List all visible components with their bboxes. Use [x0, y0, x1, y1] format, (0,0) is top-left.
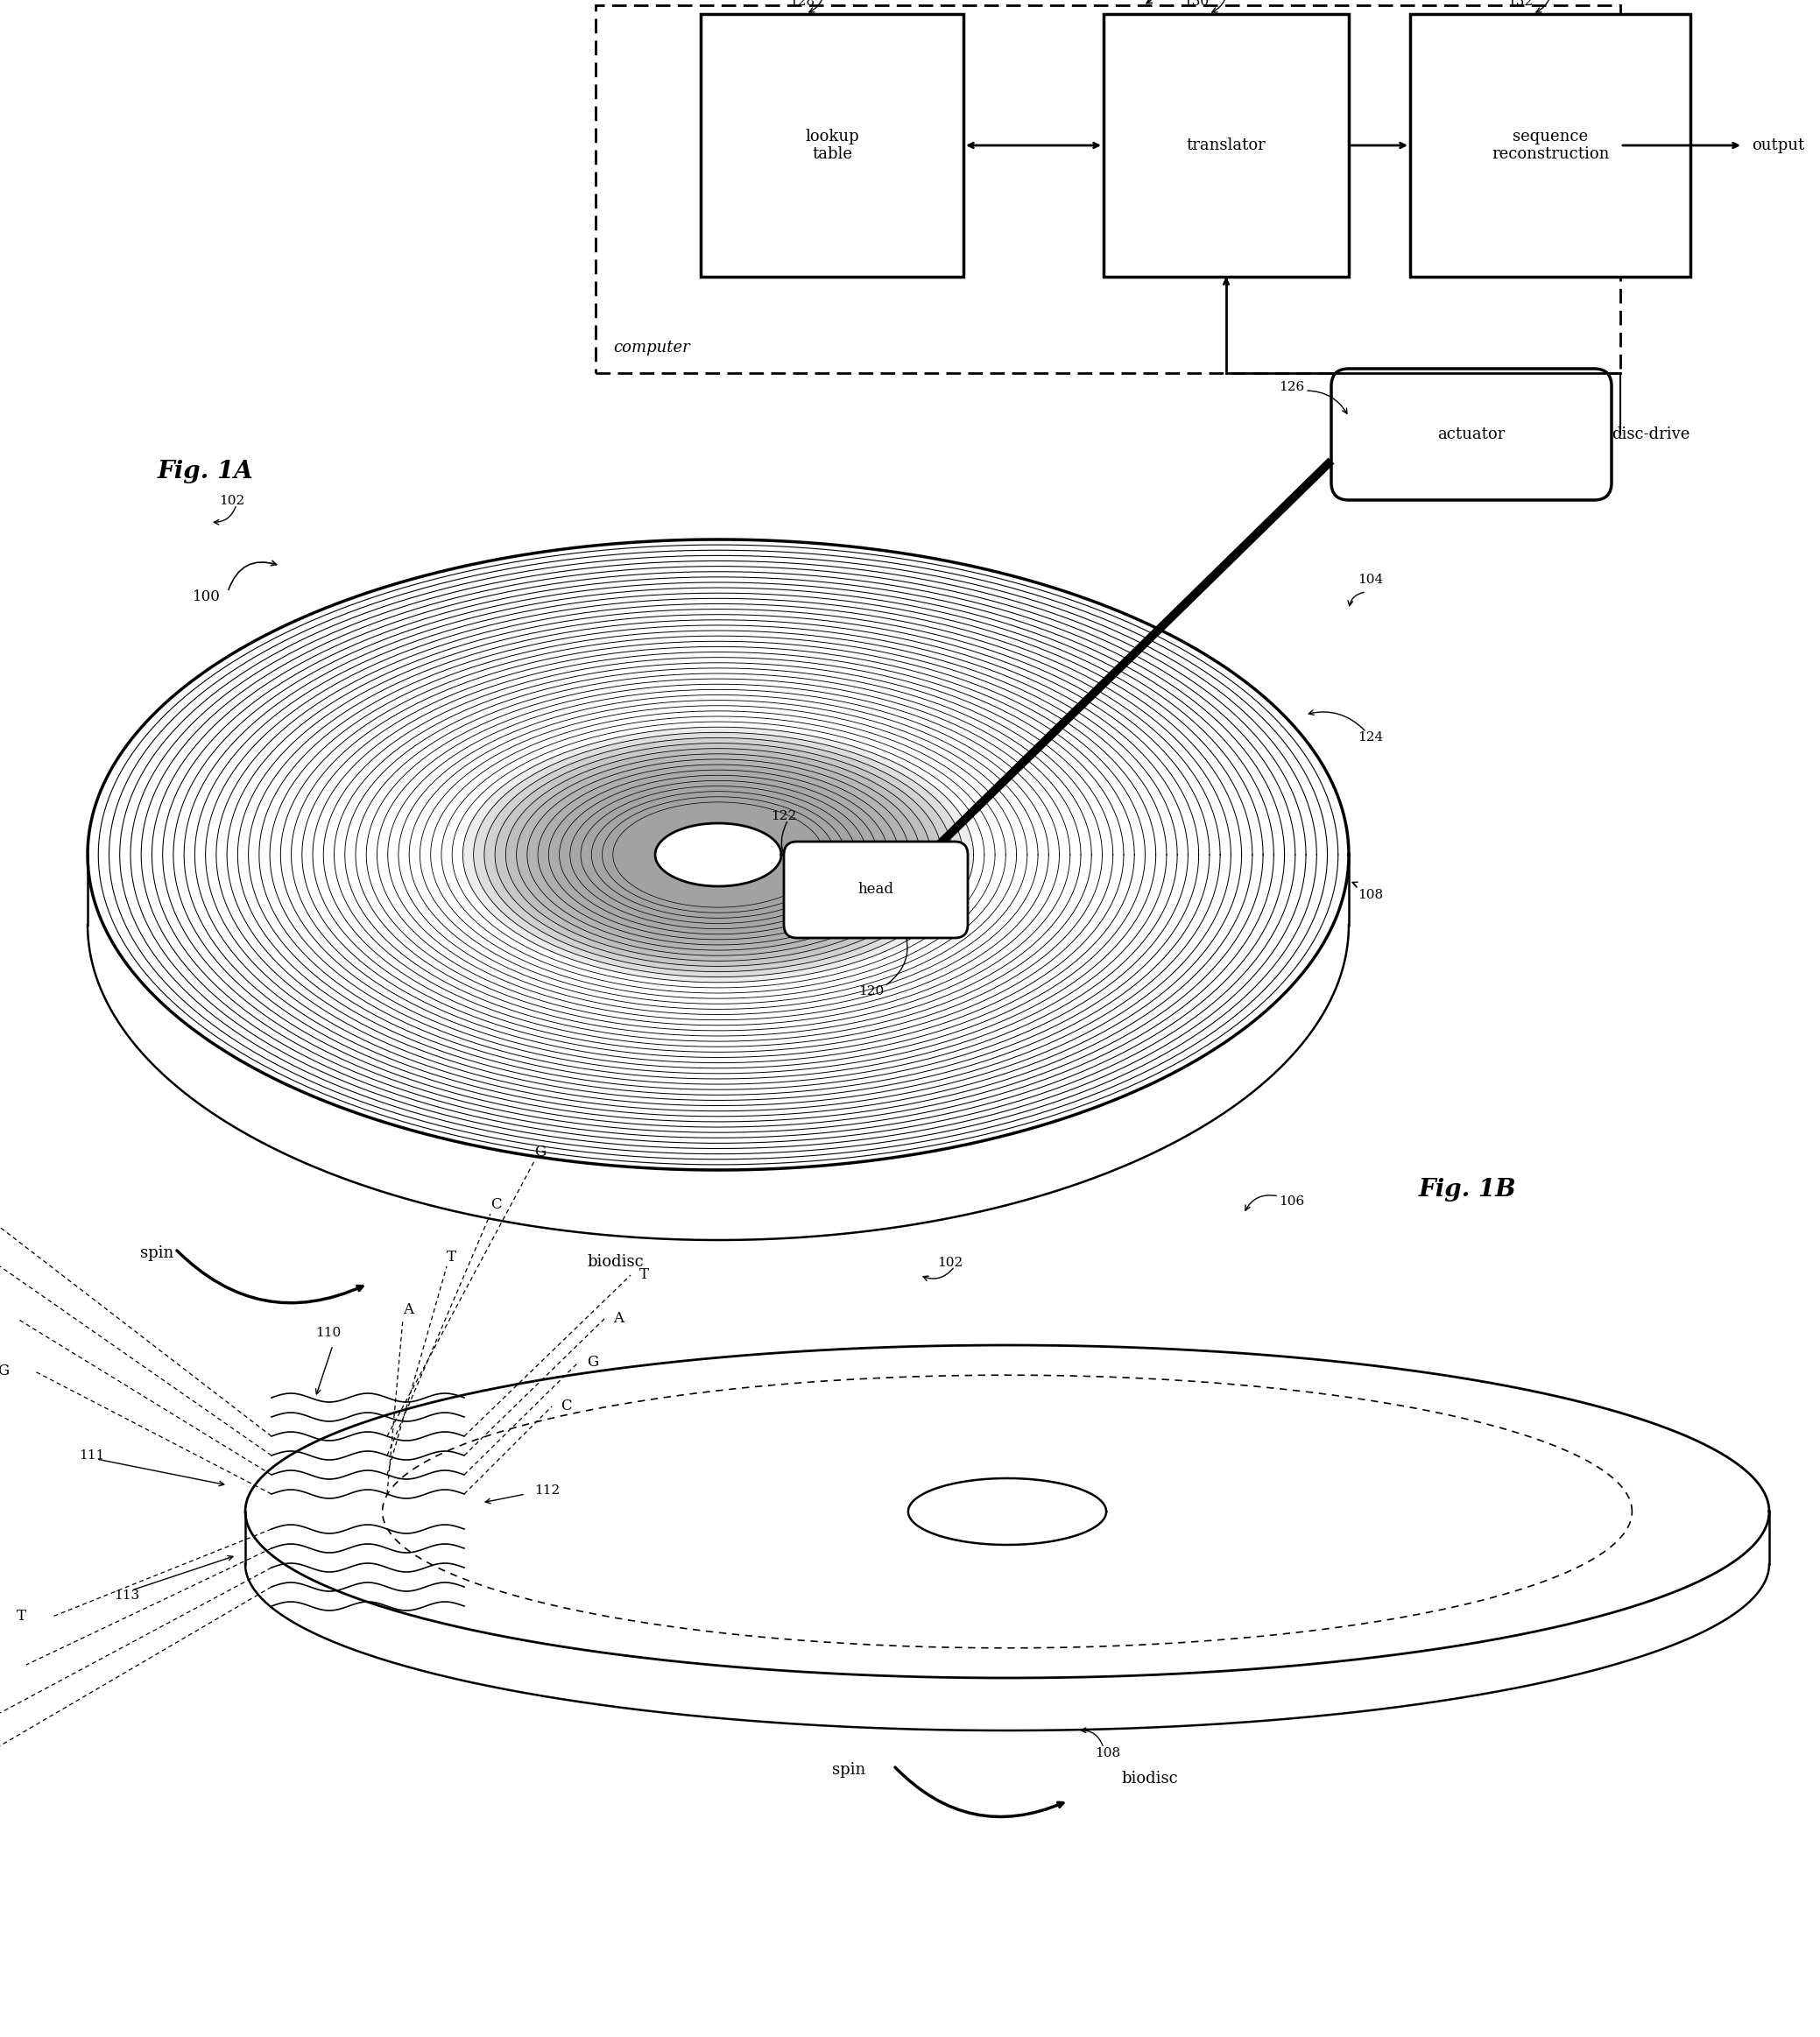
FancyBboxPatch shape — [1103, 14, 1349, 277]
Text: 108: 108 — [1096, 1748, 1121, 1760]
Text: G: G — [586, 1355, 599, 1371]
Text: Fig. 1B: Fig. 1B — [1420, 1177, 1516, 1202]
Text: translator: translator — [1187, 136, 1267, 153]
Text: 100: 100 — [193, 589, 220, 605]
Polygon shape — [592, 790, 844, 919]
Text: 124: 124 — [1358, 731, 1383, 744]
Text: spin: spin — [832, 1762, 866, 1778]
Text: actuator: actuator — [1438, 426, 1505, 442]
Polygon shape — [655, 823, 781, 886]
Text: A: A — [613, 1312, 624, 1326]
Text: 122: 122 — [770, 811, 797, 823]
Text: G: G — [535, 1145, 546, 1159]
FancyBboxPatch shape — [701, 14, 963, 277]
Text: biodisc: biodisc — [1121, 1770, 1178, 1786]
Polygon shape — [495, 744, 941, 966]
Text: 132: 132 — [1507, 0, 1532, 8]
Text: 102: 102 — [937, 1257, 963, 1269]
Polygon shape — [517, 754, 919, 955]
Text: 128: 128 — [790, 0, 815, 8]
Text: disc-drive: disc-drive — [1611, 426, 1689, 442]
Text: 112: 112 — [535, 1485, 561, 1497]
Polygon shape — [570, 780, 866, 929]
Text: 110: 110 — [315, 1326, 340, 1338]
Text: C: C — [490, 1198, 502, 1212]
Polygon shape — [908, 1479, 1107, 1544]
Text: 130: 130 — [1183, 0, 1208, 8]
Text: T: T — [639, 1267, 650, 1283]
Text: biodisc: biodisc — [586, 1255, 644, 1269]
Text: T: T — [16, 1609, 25, 1623]
Polygon shape — [462, 727, 974, 982]
Text: Fig. 1A: Fig. 1A — [158, 460, 253, 483]
Text: 102: 102 — [218, 495, 244, 507]
Text: 120: 120 — [859, 986, 885, 998]
Text: 113: 113 — [115, 1589, 140, 1601]
Text: C: C — [561, 1399, 571, 1414]
Polygon shape — [548, 770, 888, 939]
Text: G: G — [0, 1365, 9, 1379]
Text: 108: 108 — [1358, 888, 1383, 900]
Text: sequence
reconstruction: sequence reconstruction — [1491, 128, 1609, 163]
FancyBboxPatch shape — [1330, 369, 1611, 499]
Text: 106: 106 — [1279, 1196, 1305, 1208]
Polygon shape — [613, 803, 823, 906]
Text: spin: spin — [140, 1245, 173, 1261]
Text: computer: computer — [613, 340, 690, 356]
Text: lookup
table: lookup table — [804, 128, 859, 163]
Text: head: head — [857, 882, 894, 896]
Text: 111: 111 — [78, 1450, 104, 1463]
Text: T: T — [446, 1251, 457, 1265]
Polygon shape — [484, 737, 952, 972]
Text: 104: 104 — [1358, 574, 1383, 587]
Text: A: A — [402, 1304, 413, 1318]
Polygon shape — [539, 764, 899, 945]
FancyBboxPatch shape — [784, 841, 968, 937]
Polygon shape — [506, 748, 930, 961]
Polygon shape — [581, 786, 855, 923]
Text: 126: 126 — [1279, 381, 1305, 393]
Polygon shape — [602, 796, 834, 913]
Polygon shape — [559, 776, 877, 935]
Polygon shape — [473, 733, 963, 978]
Polygon shape — [528, 760, 910, 951]
Text: output: output — [1751, 136, 1804, 153]
FancyBboxPatch shape — [1410, 14, 1691, 277]
